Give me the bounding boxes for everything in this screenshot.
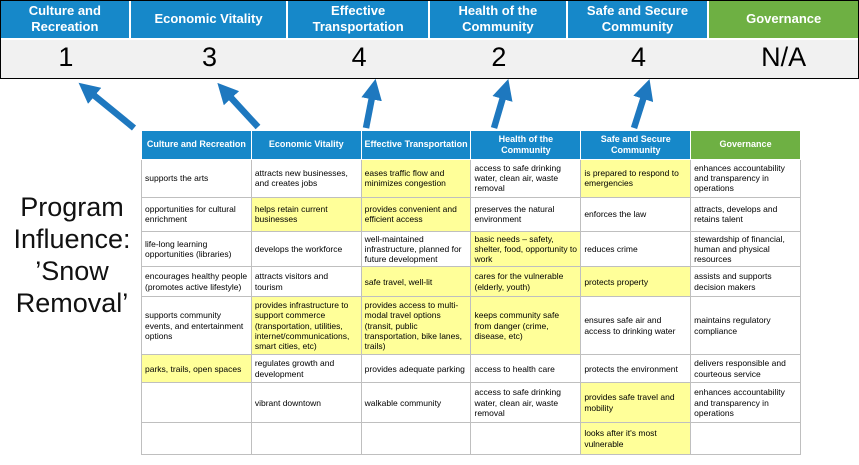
influence-cell: well-maintained infrastructure, planned … (360, 230, 472, 268)
score-value-economic-vitality: 3 (130, 39, 289, 78)
influence-cell-highlighted: protects property (580, 266, 692, 298)
influence-cell: walkable community (360, 382, 472, 424)
influence-cell: supports the arts (141, 158, 252, 198)
influence-cell-highlighted: safe travel, well-lit (360, 266, 472, 298)
arrow-economic-vitality (217, 82, 261, 130)
influence-cell-highlighted: provides access to multi-modal travel op… (360, 296, 472, 356)
score-header-economic-vitality: Economic Vitality (130, 1, 289, 40)
influence-cell-highlighted: provides safe travel and mobility (580, 382, 692, 424)
title-line-2: Influence: (13, 223, 131, 254)
score-header-culture-and-recreation: Culture and Recreation (1, 1, 131, 40)
influence-cell: regulates growth and development (250, 354, 362, 384)
influence-matrix: Culture and Recreation Economic Vitality E… (141, 130, 801, 456)
table-row: opportunities for cultural enrichment hel… (141, 196, 801, 232)
score-value-row: 1 3 4 2 4 N/A (1, 39, 858, 78)
score-value-health-of-the-community: 2 (429, 39, 568, 78)
table-row: supports the arts attracts new businesses… (141, 158, 801, 198)
score-value-culture-and-recreation: 1 (1, 39, 131, 78)
scoreband: Culture and Recreation Economic Vitality E… (0, 0, 859, 79)
influence-cell (141, 382, 252, 424)
influence-cell: develops the workforce (250, 230, 362, 268)
influence-cell: encourages healthy people (promotes acti… (141, 266, 252, 298)
influence-cell (690, 422, 801, 456)
column-header-effective-transportation: Effective Transportation (360, 130, 472, 160)
column-header-health-of-the-community: Health of the Community (470, 130, 582, 160)
influence-cell: life-long learning opportunities (librar… (141, 230, 252, 268)
influence-cell: supports community events, and entertain… (141, 296, 252, 356)
column-header-economic-vitality: Economic Vitality (250, 130, 362, 160)
matrix-header-row: Culture and Recreation Economic Vitality E… (141, 130, 801, 160)
influence-cell-highlighted: looks after it's most vulnerable (580, 422, 692, 456)
column-header-governance: Governance (690, 130, 801, 160)
influence-cell-highlighted: helps retain current businesses (250, 196, 362, 232)
influence-cell: preserves the natural environment (470, 196, 582, 232)
influence-cell: ensures safe air and access to drinking … (580, 296, 692, 356)
arrow-safe-and-secure-community (630, 79, 654, 129)
influence-cell: access to health care (470, 354, 582, 384)
score-header-row: Culture and Recreation Economic Vitality E… (1, 1, 858, 40)
score-value-effective-transportation: 4 (288, 39, 430, 78)
influence-cell: attracts, develops and retains talent (690, 196, 801, 232)
score-arrows (78, 78, 654, 131)
influence-cell-highlighted: parks, trails, open spaces (141, 354, 252, 384)
influence-cell: maintains regulatory compliance (690, 296, 801, 356)
score-header-safe-and-secure-community: Safe and Secure Community (567, 1, 710, 40)
influence-cell-highlighted: provides convenient and efficient access (360, 196, 472, 232)
influence-cell: provides adequate parking (360, 354, 472, 384)
program-title: Program Influence: ’Snow Removal’ (2, 192, 142, 319)
column-header-safe-and-secure-community: Safe and Secure Community (580, 130, 692, 160)
influence-cell: attracts new businesses, and creates job… (250, 158, 362, 198)
influence-cell: assists and supports decision makers (690, 266, 801, 298)
influence-cell-highlighted: cares for the vulnerable (elderly, youth… (470, 266, 582, 298)
influence-cell (470, 422, 582, 456)
influence-cell-highlighted: keeps community safe from danger (crime,… (470, 296, 582, 356)
table-row: vibrant downtown walkable community access… (141, 382, 801, 424)
score-header-effective-transportation: Effective Transportation (288, 1, 430, 40)
title-line-3: ’Snow (35, 255, 109, 286)
influence-cell: stewardship of financial, human and phys… (690, 230, 801, 268)
influence-cell: enhances accountability and transparency… (690, 382, 801, 424)
influence-cell: reduces crime (580, 230, 692, 268)
arrow-effective-transportation (361, 78, 382, 129)
table-row: supports community events, and entertain… (141, 296, 801, 356)
score-value-governance: N/A (709, 39, 858, 78)
score-header-health-of-the-community: Health of the Community (429, 1, 568, 40)
table-row: parks, trails, open spaces regulates grow… (141, 354, 801, 384)
influence-cell: enhances accountability and transparency… (690, 158, 801, 198)
influence-cell-highlighted: is prepared to respond to emergencies (580, 158, 692, 198)
table-row: looks after it's most vulnerable (141, 422, 801, 456)
influence-cell: attracts visitors and tourism (250, 266, 362, 298)
influence-cell (360, 422, 472, 456)
influence-cell (141, 422, 252, 456)
influence-cell: access to safe drinking water, clean air… (470, 158, 582, 198)
score-value-safe-and-secure-community: 4 (567, 39, 710, 78)
title-line-1: Program (20, 192, 124, 222)
table-row: life-long learning opportunities (librar… (141, 230, 801, 268)
influence-cell: delivers responsible and courteous servi… (690, 354, 801, 384)
influence-cell: vibrant downtown (250, 382, 362, 424)
table-row: encourages healthy people (promotes acti… (141, 266, 801, 298)
influence-cell-highlighted: provides infrastructure to support comme… (250, 296, 362, 356)
score-header-governance: Governance (709, 1, 858, 40)
influence-cell (250, 422, 362, 456)
influence-cell-highlighted: basic needs – safety, shelter, food, opp… (470, 230, 582, 268)
arrow-culture-and-recreation (78, 82, 137, 131)
arrow-health-of-the-community (490, 79, 513, 129)
influence-cell: enforces the law (580, 196, 692, 232)
influence-cell-highlighted: eases traffic flow and minimizes congest… (360, 158, 472, 198)
title-line-4: Removal’ (15, 287, 129, 318)
influence-cell: access to safe drinking water, clean air… (470, 382, 582, 424)
column-header-culture-and-recreation: Culture and Recreation (141, 130, 252, 160)
influence-cell: opportunities for cultural enrichment (141, 196, 252, 232)
influence-cell: protects the environment (580, 354, 692, 384)
